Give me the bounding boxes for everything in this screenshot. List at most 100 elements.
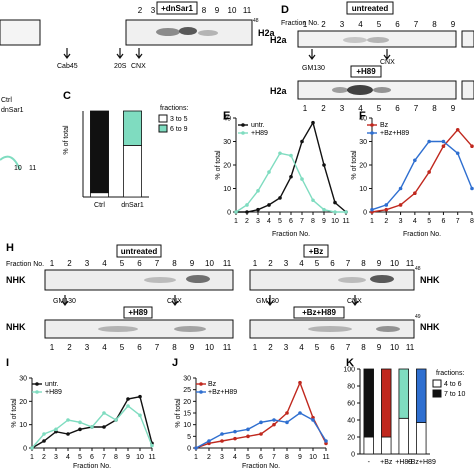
fraction-number: 4 — [299, 259, 304, 268]
x-tick-label: 7 — [300, 218, 304, 225]
tick-label: 11 — [29, 165, 36, 172]
marker-label: CNX — [167, 298, 182, 305]
y-tick-label: 15 — [183, 411, 191, 418]
protein-label: NHK — [420, 322, 440, 332]
x-tick-label: 3 — [54, 454, 58, 461]
data-point — [259, 420, 263, 425]
fraction-axis-label: Fraction No. — [6, 261, 44, 268]
legend-swatch — [432, 379, 442, 388]
x-tick-label: 8 — [285, 454, 289, 461]
x-tick-label: 5 — [427, 218, 431, 225]
y-tick-label: 40 — [347, 418, 355, 425]
data-point — [278, 151, 282, 156]
x-axis-label: Fraction No. — [403, 231, 441, 238]
y-tick-label: 30 — [19, 376, 27, 383]
data-point — [300, 177, 304, 181]
x-tick-label: 9 — [126, 454, 130, 461]
protein-label: H2a — [270, 86, 288, 96]
fraction-number: 1 — [303, 104, 308, 113]
condition-label: untreated — [352, 4, 389, 13]
protein-label: H2a — [258, 28, 276, 38]
data-point — [311, 418, 315, 422]
data-point — [102, 425, 106, 429]
x-tick-label: 2 — [384, 218, 388, 225]
blot-band — [370, 275, 394, 283]
fraction-number: 4 — [299, 343, 304, 352]
fraction-axis-label: Fraction No. — [281, 20, 319, 27]
x-tick-label: 7 — [456, 218, 460, 225]
marker-label: Cab45 — [57, 63, 78, 70]
fraction-numbers: 1 2 3 4 5 6 7 8 9 10 11 1 2 3 4 5 6 7 8 9 10 11 — [50, 259, 415, 268]
fraction-number: 2 — [321, 104, 326, 113]
bar-segment — [416, 368, 427, 423]
x-tick-label: +Bz — [380, 459, 393, 466]
fraction-number: 1 — [253, 343, 258, 352]
legend-label: +H89 — [45, 389, 62, 396]
blot-band — [373, 87, 391, 93]
data-point — [42, 432, 46, 436]
fraction-number: 7 — [346, 259, 351, 268]
bar-segment — [123, 110, 142, 146]
legend-swatch — [35, 382, 39, 386]
bar-segment — [398, 368, 409, 419]
tick-label: 10 — [14, 165, 22, 172]
y-tick-label: 10 — [359, 186, 367, 193]
x-tick-label: 1 — [370, 218, 374, 225]
fraction-number: 8 — [432, 104, 437, 113]
fraction-number: 1 — [303, 20, 308, 29]
legend-label: 3 to 5 — [170, 116, 188, 123]
x-tick-label: 6 — [441, 218, 445, 225]
data-point — [150, 443, 154, 448]
x-tick-label: 11 — [322, 454, 329, 461]
panel-J-chart: J Bz +Bz+H89 0 5 10 15 20 25 30 1 2 3 4 5 6 7 8 9 10 11 Fr… — [172, 357, 330, 470]
series-line — [31, 395, 153, 449]
arrow-icon — [308, 49, 316, 60]
y-tick-label: 10 — [19, 422, 27, 429]
fraction-number: 11 — [406, 259, 415, 268]
bar-segment — [381, 436, 392, 455]
legend-swatch — [241, 123, 245, 127]
legend-title: fractions: — [436, 370, 464, 377]
legend-swatch — [199, 382, 203, 386]
y-tick-label: 0 — [351, 452, 355, 459]
data-point — [114, 418, 118, 422]
blot-band — [198, 30, 218, 36]
condition-label-box — [123, 306, 153, 319]
data-point — [333, 200, 337, 205]
fraction-number: 8 — [172, 259, 177, 268]
legend-swatch — [158, 114, 168, 123]
y-tick-label: 0 — [187, 446, 191, 453]
x-tick-label: 8 — [114, 454, 118, 461]
blot-band — [174, 326, 206, 332]
y-tick-label: 20 — [19, 399, 27, 406]
condition-label: +H89 — [128, 308, 148, 317]
fraction-number: 2 — [67, 343, 72, 352]
data-point — [90, 425, 94, 429]
blot-band — [376, 326, 400, 332]
data-point — [370, 207, 374, 212]
marker-label: GM130 — [53, 298, 76, 305]
y-axis-label: % of total — [351, 150, 358, 180]
data-point — [272, 418, 276, 422]
panel-letter: C — [63, 90, 71, 102]
data-point — [322, 163, 326, 167]
blot-band — [156, 28, 180, 36]
y-tick-label: 5 — [187, 434, 191, 441]
data-point — [427, 139, 431, 144]
bar-segment — [363, 436, 374, 455]
x-tick-label: +H89 — [395, 459, 412, 466]
data-point — [298, 411, 302, 415]
legend-label: Ctrl — [1, 97, 12, 104]
y-tick-label: 40 — [359, 116, 367, 123]
arrow-icon — [171, 295, 179, 306]
blot-band — [144, 277, 176, 283]
legend-swatch — [241, 131, 245, 135]
y-axis-label: % of total — [215, 150, 222, 180]
fraction-number: 5 — [315, 343, 320, 352]
blot-strip — [0, 19, 41, 46]
data-point — [427, 170, 431, 174]
panel-H: H Fraction No. 1 2 3 4 5 6 7 8 9 10 11 1 2 3 4 5 6 7 8 9 10 1… — [6, 242, 440, 352]
fraction-number: 9 — [377, 343, 382, 352]
fraction-number: 3 — [151, 6, 156, 15]
data-point — [246, 427, 250, 432]
